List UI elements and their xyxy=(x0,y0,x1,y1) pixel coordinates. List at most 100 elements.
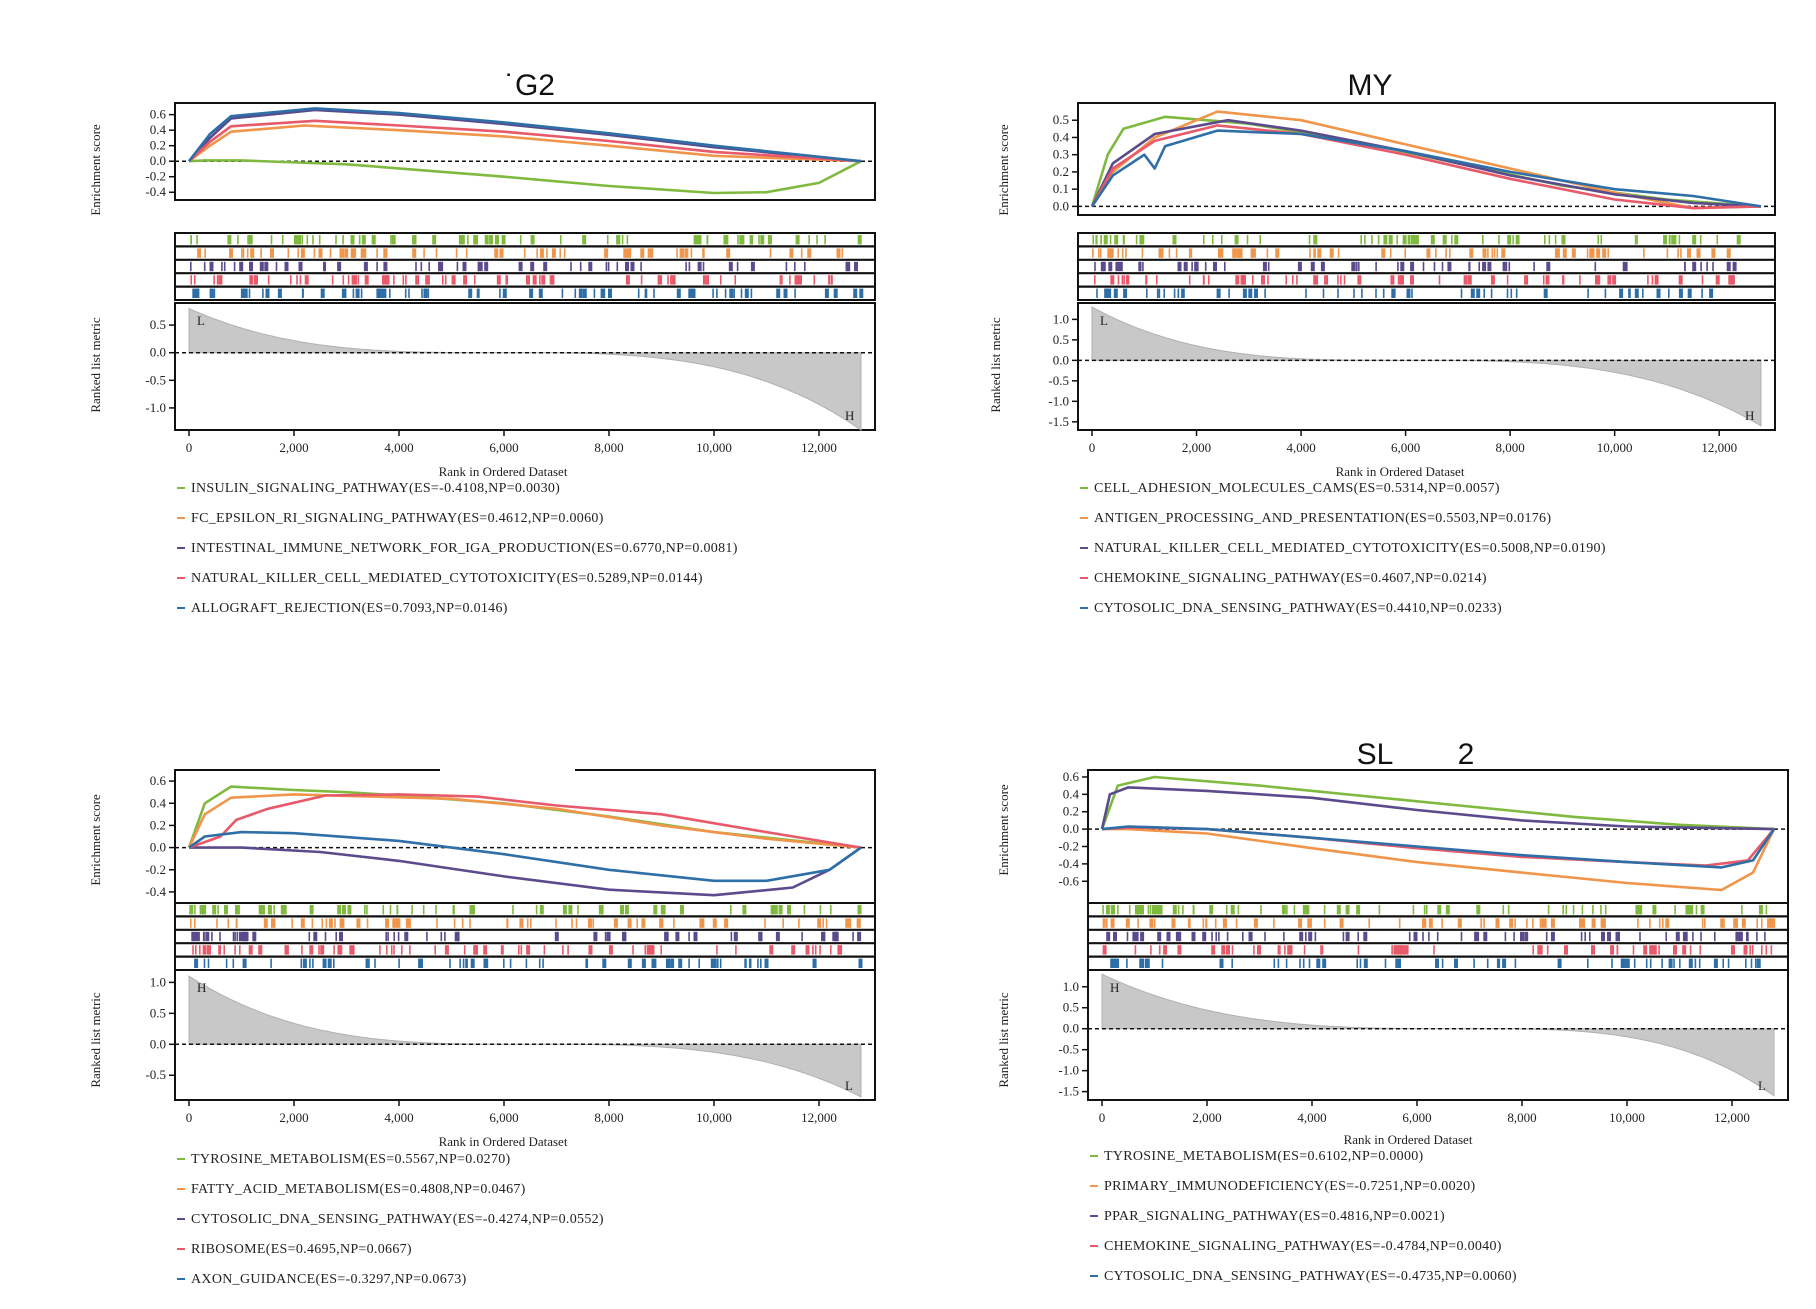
hit-mark-series-1 xyxy=(1581,905,1584,915)
hit-mark-series-4 xyxy=(199,945,201,955)
hit-mark-series-3 xyxy=(1126,931,1129,942)
hit-mark-series-4 xyxy=(1654,275,1659,285)
hit-mark-series-2 xyxy=(356,918,361,928)
rank-plot-frame xyxy=(174,302,876,431)
hit-mark-series-4 xyxy=(385,275,388,285)
hit-mark-series-1 xyxy=(1741,905,1743,915)
hit-mark-series-3 xyxy=(439,261,444,272)
x-tick-label: 6,000 xyxy=(1391,440,1420,455)
hits-frame xyxy=(174,902,876,971)
hit-mark-series-2 xyxy=(1422,918,1424,928)
hit-mark-series-5 xyxy=(717,958,719,968)
hit-mark-series-4 xyxy=(254,275,258,285)
hit-mark-series-3 xyxy=(223,261,226,272)
hit-mark-series-5 xyxy=(783,288,788,298)
hit-mark-series-5 xyxy=(1322,958,1327,968)
x-tick-label: 4,000 xyxy=(1297,1110,1326,1125)
hit-mark-series-4 xyxy=(194,275,196,285)
panel-1-title: ˙G2 xyxy=(505,69,555,102)
hit-mark-series-5 xyxy=(1679,958,1681,968)
hit-mark-series-4 xyxy=(1564,945,1568,955)
hit-mark-series-4 xyxy=(1321,945,1324,955)
hit-mark-series-5 xyxy=(195,288,200,298)
hit-mark-series-2 xyxy=(1596,248,1601,258)
hit-mark-series-3 xyxy=(605,261,608,272)
hit-mark-series-2 xyxy=(703,248,705,258)
hit-mark-series-5 xyxy=(712,958,717,968)
hit-mark-series-5 xyxy=(1687,288,1692,298)
rank-y-tick-label: 1.0 xyxy=(1053,311,1069,326)
hit-mark-series-5 xyxy=(1395,958,1400,968)
hit-mark-series-3 xyxy=(415,261,417,272)
hit-mark-series-1 xyxy=(1572,905,1575,915)
hit-mark-series-2 xyxy=(339,918,344,928)
hit-mark-series-2 xyxy=(352,248,357,258)
hit-mark-series-2 xyxy=(817,918,822,928)
hit-mark-series-2 xyxy=(1110,918,1115,928)
hit-mark-series-4 xyxy=(1647,275,1649,285)
hit-mark-series-4 xyxy=(1410,275,1414,285)
hit-mark-series-4 xyxy=(588,945,593,955)
hit-mark-series-4 xyxy=(364,275,369,285)
hit-mark-series-5 xyxy=(641,958,646,968)
hit-mark-series-5 xyxy=(538,288,543,298)
hit-mark-series-3 xyxy=(1436,931,1439,942)
hit-mark-series-4 xyxy=(707,275,710,285)
hit-mark-series-2 xyxy=(1381,248,1386,258)
hit-mark-series-5 xyxy=(1634,288,1639,298)
hit-mark-series-5 xyxy=(729,288,734,298)
hit-mark-series-1 xyxy=(1423,905,1426,915)
hit-mark-series-4 xyxy=(393,275,395,285)
hit-mark-series-3 xyxy=(1358,261,1360,272)
hit-mark-series-2 xyxy=(313,248,316,258)
hit-mark-series-3 xyxy=(1224,261,1226,272)
rank-y-tick-label: -0.5 xyxy=(145,1067,166,1082)
hit-mark-series-3 xyxy=(1747,931,1749,942)
x-tick-label: 0 xyxy=(186,440,193,455)
rank-y-tick-label: -1.0 xyxy=(1048,393,1069,408)
hit-mark-series-3 xyxy=(1410,261,1415,272)
hit-mark-series-4 xyxy=(1123,275,1125,285)
hit-mark-series-5 xyxy=(1483,288,1485,298)
rank-y-tick-label: 0.5 xyxy=(1053,332,1069,347)
hit-mark-series-3 xyxy=(1211,931,1213,942)
hit-mark-series-2 xyxy=(328,918,333,928)
hit-mark-series-1 xyxy=(458,235,463,245)
rank-y-tick-label: -0.5 xyxy=(1058,1042,1079,1057)
hit-mark-series-2 xyxy=(1550,918,1555,928)
hit-mark-series-1 xyxy=(1454,235,1459,245)
hit-mark-series-2 xyxy=(1250,248,1253,258)
hit-mark-series-2 xyxy=(1188,248,1191,258)
hit-mark-series-1 xyxy=(1147,905,1150,915)
hit-mark-series-3 xyxy=(428,261,430,272)
hit-mark-series-5 xyxy=(503,958,505,968)
hit-mark-series-4 xyxy=(798,275,802,285)
x-tick-label: 6,000 xyxy=(1402,1110,1431,1125)
hit-mark-series-3 xyxy=(1665,931,1667,942)
hit-mark-series-4 xyxy=(1649,945,1654,955)
hit-mark-series-2 xyxy=(453,918,456,928)
hit-mark-series-1 xyxy=(787,905,791,915)
hit-mark-series-5 xyxy=(1628,288,1630,298)
hit-mark-series-1 xyxy=(281,235,284,245)
hit-mark-series-2 xyxy=(1643,248,1645,258)
panel-2-rank-axis-label: Ranked list metric xyxy=(988,317,1003,413)
hit-mark-series-2 xyxy=(629,248,632,258)
panel-1-rank-axis-label: Ranked list metric xyxy=(88,317,103,413)
hit-mark-series-4 xyxy=(1391,945,1393,955)
hit-mark-series-3 xyxy=(1513,931,1515,942)
hit-mark-series-5 xyxy=(644,288,647,298)
hit-mark-series-1 xyxy=(306,235,309,245)
hit-mark-series-1 xyxy=(1396,235,1398,245)
rank-bottom-label: H xyxy=(845,408,854,423)
hit-mark-series-4 xyxy=(1404,945,1409,955)
hit-mark-series-1 xyxy=(1237,905,1240,915)
hit-mark-series-2 xyxy=(494,248,499,258)
hit-mark-series-4 xyxy=(1651,275,1654,285)
hit-mark-series-5 xyxy=(760,958,762,968)
hit-mark-series-1 xyxy=(723,235,728,245)
hit-mark-series-2 xyxy=(1112,248,1114,258)
hit-mark-series-2 xyxy=(676,248,678,258)
hit-mark-series-4 xyxy=(1731,945,1735,955)
hit-mark-series-3 xyxy=(1242,931,1244,942)
